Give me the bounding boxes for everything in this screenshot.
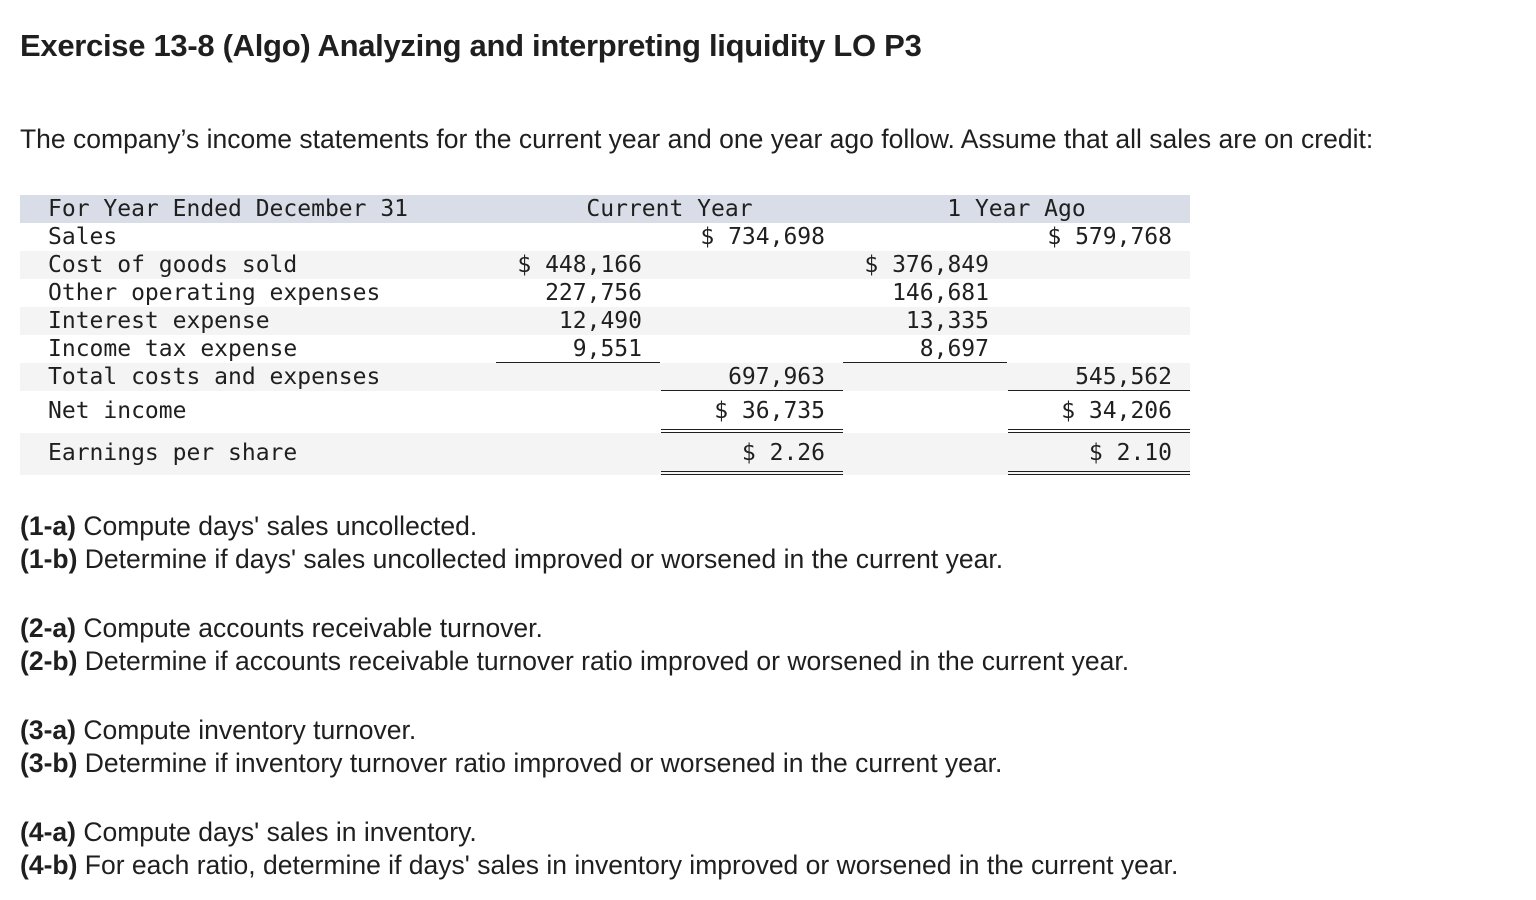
cogs-label: Cost of goods sold [48, 252, 298, 278]
question-text: Determine if inventory turnover ratio im… [77, 748, 1003, 778]
cogs-current: $ 448,166 [517, 252, 642, 278]
sales-row: Sales $ 734,698 $ 579,768 [20, 223, 1190, 251]
interest-row: Interest expense 12,490 13,335 [20, 307, 1190, 335]
opex-prior: 146,681 [892, 280, 989, 306]
interest-label: Interest expense [48, 308, 270, 334]
header-row: For Year Ended December 31 Current Year … [20, 195, 1190, 223]
cogs-row: Cost of goods sold $ 448,166 $ 376,849 [20, 251, 1190, 279]
question-text: For each ratio, determine if days' sales… [77, 850, 1179, 880]
total-current: 697,963 [661, 363, 843, 391]
eps-prior: $ 2.10 [1008, 433, 1190, 475]
sales-prior: $ 579,768 [1047, 224, 1172, 250]
net-income-current: $ 36,735 [661, 391, 843, 433]
eps-row: Earnings per share $ 2.26 $ 2.10 [20, 433, 1190, 475]
interest-prior: 13,335 [905, 308, 989, 334]
cogs-prior: $ 376,849 [864, 252, 989, 278]
opex-row: Other operating expenses 227,756 146,681 [20, 279, 1190, 307]
question-tag: (4-a) [20, 817, 76, 847]
question-tag: (1-b) [20, 544, 78, 574]
net-income-prior: $ 34,206 [1008, 391, 1190, 433]
intro-text: The company’s income statements for the … [20, 124, 1374, 154]
question-text: Compute days' sales in inventory. [75, 817, 477, 847]
total-row: Total costs and expenses 697,963 545,562 [20, 363, 1190, 391]
interest-current: 12,490 [558, 308, 642, 334]
net-income-row: Net income $ 36,735 $ 34,206 [20, 391, 1190, 433]
eps-current: $ 2.26 [661, 433, 843, 475]
question-tag: (1-a) [20, 511, 76, 541]
tax-row: Income tax expense 9,551 8,697 [20, 335, 1190, 363]
opex-current: 227,756 [545, 280, 642, 306]
total-prior: 545,562 [1008, 363, 1190, 391]
net-income-label: Net income [48, 398, 187, 424]
header-prior-year: 1 Year Ago [947, 196, 1086, 222]
question-tag: (3-b) [20, 748, 78, 778]
tax-current: 9,551 [496, 335, 660, 363]
question-text: Compute accounts receivable turnover. [75, 613, 543, 643]
total-label: Total costs and expenses [48, 364, 381, 390]
question-text: Compute days' sales uncollected. [75, 511, 478, 541]
eps-label: Earnings per share [48, 440, 298, 466]
question-text: Determine if accounts receivable turnove… [77, 646, 1130, 676]
question-tag: (4-b) [20, 850, 78, 880]
tax-prior: 8,697 [843, 335, 1007, 363]
sales-label: Sales [48, 224, 118, 250]
header-current-year: Current Year [586, 196, 753, 222]
question-4b: (4-b) For each ratio, determine if days'… [20, 849, 1178, 882]
question-text: Compute inventory turnover. [75, 715, 417, 745]
question-2a: (2-a) Compute accounts receivable turnov… [20, 612, 543, 645]
question-text: Determine if days' sales uncollected imp… [77, 544, 1004, 574]
question-tag: (3-a) [20, 715, 76, 745]
question-1b: (1-b) Determine if days' sales uncollect… [20, 543, 1003, 576]
sales-current: $ 734,698 [700, 224, 825, 250]
question-tag: (2-b) [20, 646, 78, 676]
question-3b: (3-b) Determine if inventory turnover ra… [20, 747, 1002, 780]
income-statement-table: For Year Ended December 31 Current Year … [20, 195, 1190, 475]
header-label: For Year Ended December 31 [48, 196, 409, 222]
exercise-title: Exercise 13-8 (Algo) Analyzing and inter… [20, 28, 922, 63]
question-3a: (3-a) Compute inventory turnover. [20, 714, 416, 747]
tax-label: Income tax expense [48, 336, 298, 362]
question-4a: (4-a) Compute days' sales in inventory. [20, 816, 477, 849]
question-1a: (1-a) Compute days' sales uncollected. [20, 510, 477, 543]
opex-label: Other operating expenses [48, 280, 381, 306]
question-2b: (2-b) Determine if accounts receivable t… [20, 645, 1129, 678]
question-tag: (2-a) [20, 613, 76, 643]
